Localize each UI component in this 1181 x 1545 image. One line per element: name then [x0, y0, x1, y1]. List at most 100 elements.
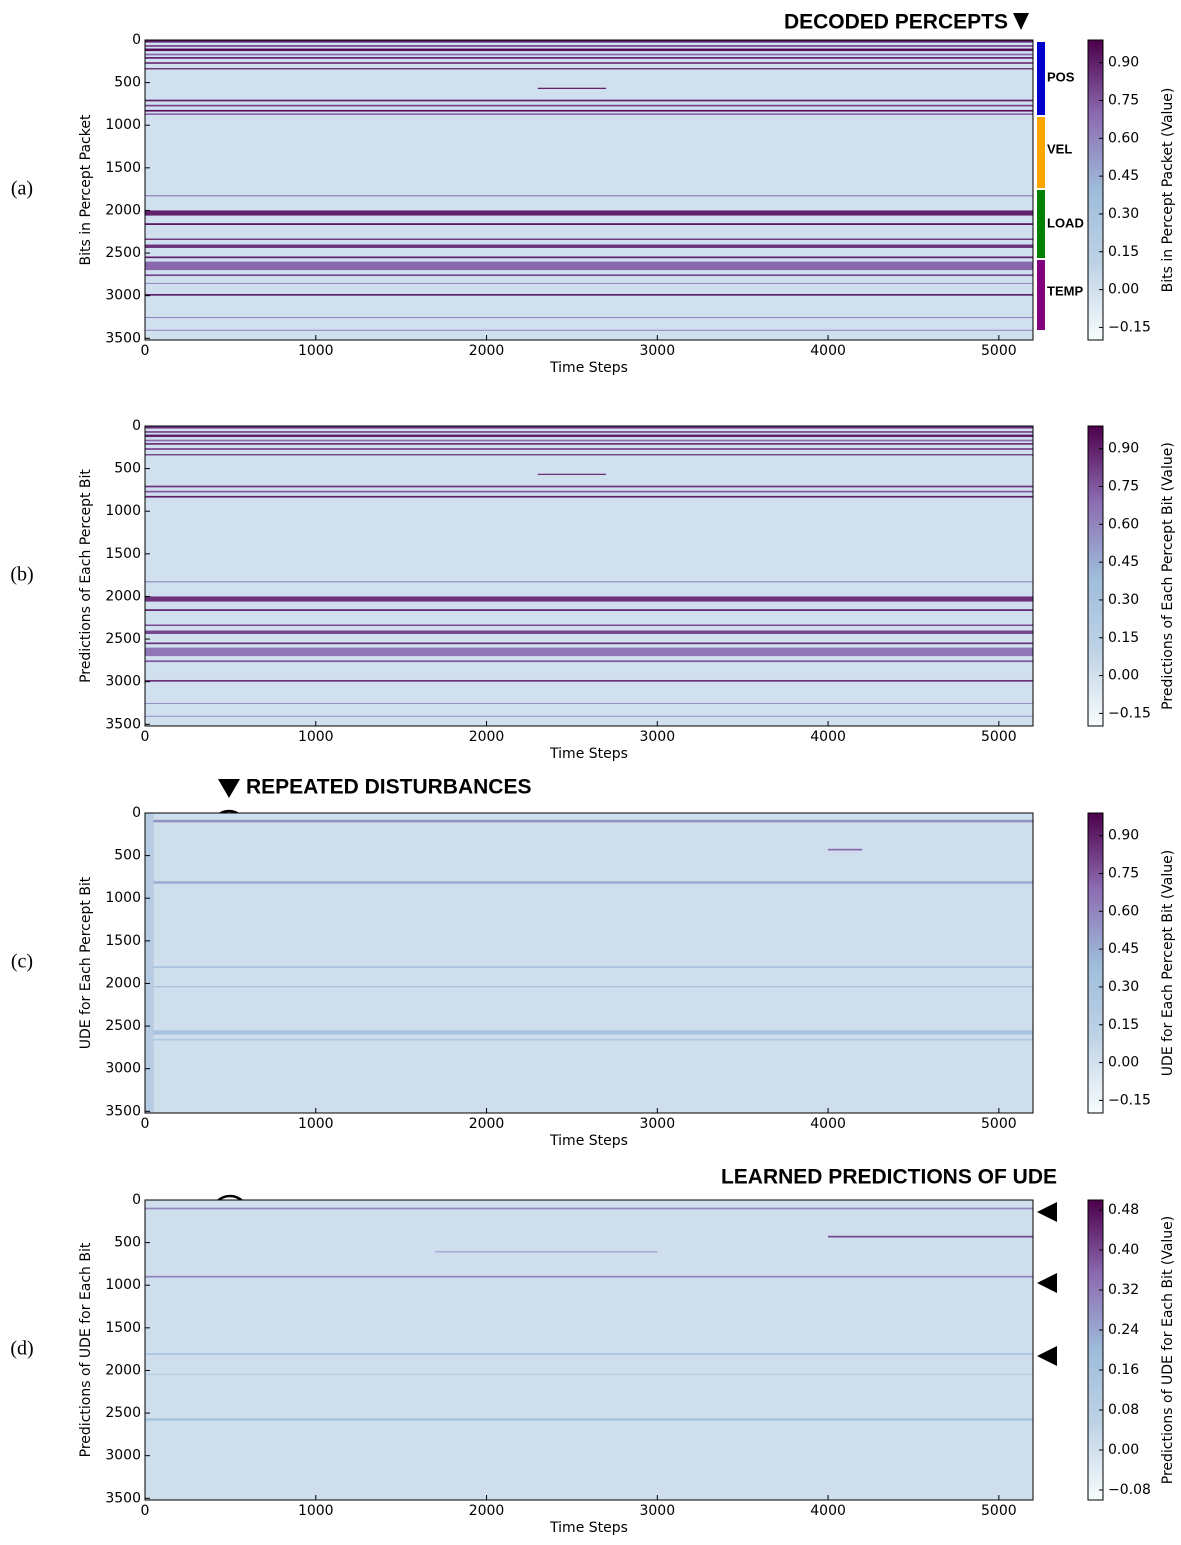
annotation: LEARNED PREDICTIONS OF UDE: [721, 1166, 1057, 1189]
y-tick-label: 1500: [105, 933, 141, 949]
x-tick-label: 4000: [810, 1116, 846, 1132]
colorbar-label: Bits in Percept Packet (Value): [1160, 88, 1176, 293]
x-tick-label: 5000: [981, 1116, 1017, 1132]
colorbar-tick-label: −0.15: [1108, 705, 1151, 721]
panel-label: (d): [10, 1338, 33, 1360]
heat-band: [828, 848, 863, 851]
heat-band: [145, 1418, 1033, 1421]
heat-band: [537, 87, 607, 90]
heat-band: [145, 624, 1033, 626]
heat-band: [145, 485, 1033, 488]
colorbar-tick-label: −0.15: [1108, 1092, 1151, 1108]
colorbar: [1087, 1199, 1104, 1501]
heat-band: [145, 53, 1033, 56]
heat-band: [145, 660, 1033, 663]
plot-frame: [144, 812, 1034, 1114]
heat-band: [145, 256, 1033, 259]
colorbar-tick-label: 0.32: [1108, 1282, 1139, 1298]
heat-band: [828, 1235, 1033, 1238]
heat-band: [145, 426, 1033, 726]
y-tick-label: 3000: [105, 674, 141, 690]
x-tick-label: 5000: [981, 1503, 1017, 1519]
heat-band: [435, 1251, 658, 1253]
segment-label: VEL: [1047, 141, 1072, 156]
y-tick-label: 500: [114, 75, 141, 91]
x-tick-label: 3000: [639, 729, 675, 745]
x-tick-label: 4000: [810, 1503, 846, 1519]
colorbar-tick-label: −0.08: [1108, 1482, 1151, 1498]
y-axis-label: Predictions of Each Percept Bit: [78, 469, 94, 683]
marker-triangles: [1037, 1202, 1057, 1366]
heat-band: [145, 702, 1033, 704]
x-tick-label: 0: [141, 343, 150, 359]
y-tick-label: 3500: [105, 716, 141, 732]
heat-band: [145, 642, 1033, 645]
plot-frame: [144, 425, 1034, 727]
panel-label: (a): [11, 178, 33, 200]
colorbar-tick-label: −0.15: [1108, 319, 1151, 335]
heat-band: [145, 62, 1033, 64]
colorbar-tick-label: 0.30: [1108, 979, 1139, 995]
y-tick-label: 2000: [105, 975, 141, 991]
marker-triangle: [1013, 13, 1029, 30]
heat-band: [145, 261, 1033, 271]
colorbar: [1087, 425, 1104, 727]
marker-triangle: [218, 779, 240, 798]
x-tick-label: 3000: [639, 343, 675, 359]
y-tick-label: 1500: [105, 546, 141, 562]
segment-bar: [1037, 117, 1045, 188]
colorbar-tick-label: 0.75: [1108, 866, 1139, 882]
colorbar-tick-label: 0.60: [1108, 516, 1139, 532]
segment-bar: [1037, 260, 1045, 330]
x-tick-label: 2000: [469, 1116, 505, 1132]
heat-band: [145, 1207, 1033, 1210]
x-tick-label: 0: [141, 1503, 150, 1519]
colorbar-tick-label: 0.15: [1108, 1017, 1139, 1033]
heat-band: [145, 434, 1033, 438]
heat-band: [145, 40, 1033, 43]
segment-bar: [1037, 190, 1045, 258]
heat-band: [145, 1200, 1033, 1500]
y-tick-label: 1500: [105, 1320, 141, 1336]
heat-band: [145, 57, 1033, 59]
colorbar-tick-label: 0.00: [1108, 282, 1139, 298]
heat-band: [145, 1353, 1033, 1355]
heat-band: [145, 316, 1033, 318]
y-axis-label: UDE for Each Percept Bit: [78, 876, 94, 1049]
y-tick-label: 0: [132, 805, 141, 821]
heat-band: [145, 490, 1033, 493]
y-tick-label: 3000: [105, 288, 141, 304]
colorbar-label: UDE for Each Percept Bit (Value): [1160, 850, 1176, 1076]
y-tick-label: 2000: [105, 1362, 141, 1378]
x-axis-label: Time Steps: [549, 360, 628, 376]
y-tick-label: 1000: [105, 890, 141, 906]
x-tick-label: 5000: [981, 729, 1017, 745]
colorbar-tick-label: 0.00: [1108, 668, 1139, 684]
y-tick-label: 2500: [105, 1018, 141, 1034]
y-tick-label: 2000: [105, 588, 141, 604]
colorbar: [1087, 812, 1104, 1114]
heat-band: [145, 274, 1033, 277]
y-tick-label: 3000: [105, 1448, 141, 1464]
y-axis-label: Bits in Percept Packet: [78, 114, 94, 265]
y-tick-label: 500: [114, 461, 141, 477]
heat-band: [145, 104, 1033, 107]
x-tick-label: 0: [141, 1116, 150, 1132]
heat-band: [145, 426, 1033, 429]
heat-band: [145, 1030, 1033, 1035]
colorbar-tick-label: 0.60: [1108, 903, 1139, 919]
heat-band: [145, 439, 1033, 442]
heat-band: [145, 210, 1033, 216]
y-tick-label: 500: [114, 848, 141, 864]
heat-band: [145, 596, 1033, 602]
annotation: DECODED PERCEPTS: [784, 11, 1008, 34]
heat-band: [145, 609, 1033, 611]
colorbar-tick-label: 0.90: [1108, 55, 1139, 71]
x-tick-label: 3000: [639, 1116, 675, 1132]
colorbar-tick-label: 0.75: [1108, 93, 1139, 109]
y-tick-label: 2500: [105, 245, 141, 261]
annotation: REPEATED DISTURBANCES: [246, 776, 531, 799]
y-tick-label: 0: [132, 1192, 141, 1208]
y-tick-label: 1000: [105, 1277, 141, 1293]
